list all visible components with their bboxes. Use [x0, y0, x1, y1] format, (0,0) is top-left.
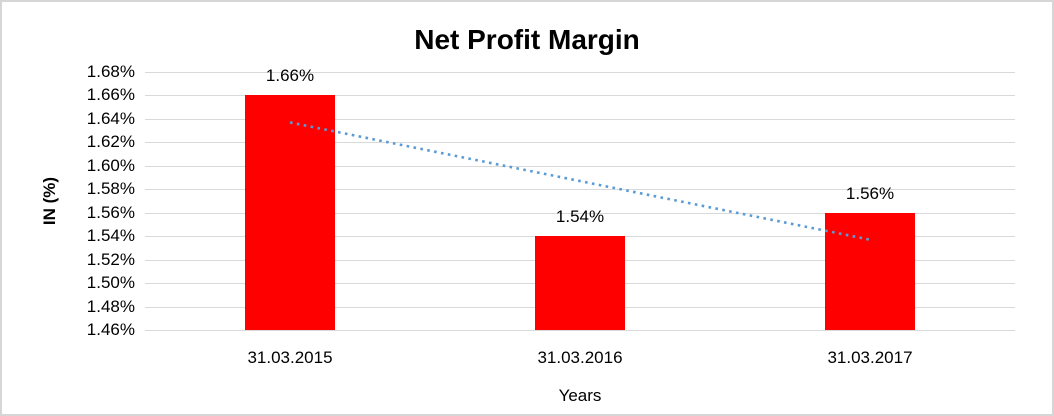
- y-tick-label: 1.50%: [86, 273, 135, 293]
- x-tick-label: 31.03.2016: [537, 348, 623, 367]
- gridline: [145, 95, 1015, 97]
- bar-data-label: 1.56%: [845, 183, 895, 203]
- x-tick-label: 31.03.2017: [827, 348, 913, 367]
- bar-data-label: 1.66%: [265, 66, 315, 86]
- chart-title: Net Profit Margin: [414, 24, 640, 55]
- y-tick-label: 1.46%: [86, 320, 135, 339]
- y-tick-label: 1.48%: [86, 296, 135, 316]
- x-axis-title: Years: [558, 386, 602, 405]
- y-tick-label: 1.62%: [86, 132, 135, 152]
- bar: [825, 212, 915, 330]
- y-tick-label: 1.60%: [86, 155, 135, 175]
- bar: [245, 95, 335, 330]
- y-tick-label: 1.54%: [86, 226, 135, 246]
- bar: [535, 236, 625, 330]
- gridline: [145, 72, 1015, 73]
- y-tick-label: 1.56%: [86, 202, 135, 222]
- y-tick-label: 1.58%: [86, 179, 135, 199]
- gridline: [145, 330, 1015, 331]
- x-tick-label: 31.03.2015: [247, 348, 333, 367]
- gridline: [145, 118, 1015, 120]
- y-tick-label: 1.66%: [86, 85, 135, 105]
- y-tick-label: 1.64%: [86, 108, 135, 128]
- bar-data-label: 1.54%: [555, 207, 605, 227]
- y-tick-label: 1.68%: [86, 62, 135, 81]
- y-tick-label: 1.52%: [86, 249, 135, 269]
